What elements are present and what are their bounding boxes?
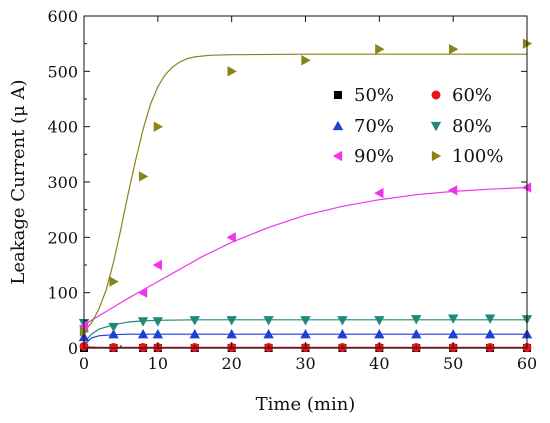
data-point-series-3 xyxy=(108,322,119,333)
data-point-series-4 xyxy=(447,185,458,196)
y-tick-label: 500 xyxy=(47,62,78,81)
x-axis-title: Time (min) xyxy=(256,394,356,415)
y-tick-label: 300 xyxy=(47,173,78,192)
data-point-series-2 xyxy=(137,328,149,339)
data-point-series-2 xyxy=(411,328,422,339)
plot-area xyxy=(84,16,527,348)
data-point-series-3 xyxy=(374,316,385,326)
data-point-series-5 xyxy=(375,44,385,55)
legend-label: 70% xyxy=(354,116,394,137)
legend-marker-2 xyxy=(332,120,344,131)
y-axis-title: Leakage Current (μ A) xyxy=(8,79,29,284)
data-point-series-3 xyxy=(300,316,311,326)
legend-marker-4 xyxy=(332,150,343,162)
data-point-series-2 xyxy=(189,328,200,339)
data-point-series-5 xyxy=(109,276,119,287)
data-point-series-5 xyxy=(153,121,164,132)
y-tick-label: 400 xyxy=(47,118,78,137)
data-point-series-5 xyxy=(79,326,90,337)
fit-curve-5 xyxy=(83,53,527,332)
legend-marker-3 xyxy=(430,121,442,132)
data-point-series-3 xyxy=(337,316,348,326)
data-point-series-2 xyxy=(263,328,274,339)
data-point-series-5 xyxy=(227,66,237,77)
data-point-series-2 xyxy=(374,328,385,339)
data-point-series-2 xyxy=(484,328,496,339)
data-point-series-2 xyxy=(152,328,164,339)
x-tick-label: 50 xyxy=(443,354,463,373)
data-point-series-3 xyxy=(152,317,164,327)
plot-background xyxy=(84,16,527,348)
data-point-series-4 xyxy=(137,287,148,298)
legend-marker-0 xyxy=(334,91,342,99)
data-point-series-3 xyxy=(137,317,149,327)
data-point-series-2 xyxy=(300,328,311,339)
y-tick-label: 0 xyxy=(68,339,78,358)
data-point-series-3 xyxy=(411,315,422,325)
data-point-series-2 xyxy=(226,328,237,339)
data-point-series-3 xyxy=(189,316,200,326)
fit-curve-3 xyxy=(83,319,527,343)
legend-label: 80% xyxy=(452,116,492,137)
data-point-series-3 xyxy=(484,314,496,324)
data-point-series-4 xyxy=(521,182,532,193)
fit-curve-1 xyxy=(83,346,527,348)
x-tick-label: 30 xyxy=(295,354,315,373)
x-tick-label: 40 xyxy=(369,354,389,373)
x-tick-label: 60 xyxy=(517,354,537,373)
legend-marker-1 xyxy=(431,90,441,100)
y-tick-label: 100 xyxy=(47,284,78,303)
fit-curve-4 xyxy=(83,186,528,326)
data-point-series-1 xyxy=(138,342,148,352)
legend-label: 100% xyxy=(452,146,503,167)
data-point-series-5 xyxy=(449,44,459,55)
data-point-series-3 xyxy=(263,316,274,326)
data-point-series-4 xyxy=(226,232,236,243)
y-tick-label: 600 xyxy=(47,7,78,26)
legend: 50% 60% 70% 80% 90% 100% xyxy=(332,85,503,167)
legend-label: 90% xyxy=(354,146,394,167)
x-tick-label: 0 xyxy=(79,354,89,373)
legend-marker-5 xyxy=(431,150,442,162)
legend-label: 60% xyxy=(452,85,492,106)
data-point-series-4 xyxy=(78,320,89,332)
data-point-series-2 xyxy=(108,328,119,339)
x-tick-label: 10 xyxy=(148,354,168,373)
data-point-series-3 xyxy=(447,314,459,324)
data-point-series-1 xyxy=(109,342,119,352)
data-point-series-5 xyxy=(522,38,533,49)
data-point-series-5 xyxy=(301,55,311,66)
data-point-series-2 xyxy=(447,328,459,339)
data-point-series-2 xyxy=(337,328,348,339)
data-point-series-4 xyxy=(152,259,162,271)
x-tick-label: 20 xyxy=(221,354,241,373)
y-tick-label: 200 xyxy=(47,228,78,247)
data-point-series-4 xyxy=(374,187,384,199)
legend-label: 50% xyxy=(354,85,394,106)
data-point-series-3 xyxy=(226,316,237,326)
data-point-series-5 xyxy=(138,171,149,182)
